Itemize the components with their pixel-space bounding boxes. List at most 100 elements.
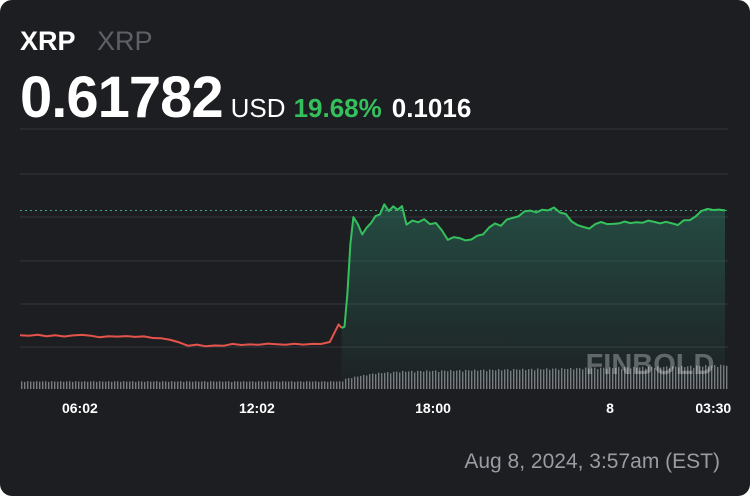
volume-bar bbox=[162, 381, 164, 389]
volume-bar bbox=[237, 381, 239, 389]
volume-bar bbox=[138, 381, 140, 389]
volume-bar bbox=[48, 381, 50, 389]
volume-bar bbox=[216, 381, 218, 389]
volume-bar bbox=[54, 381, 56, 389]
volume-bar bbox=[150, 381, 152, 389]
volume-bar bbox=[300, 381, 302, 389]
volume-bar bbox=[42, 381, 44, 389]
volume-bar bbox=[159, 381, 161, 389]
volume-bar bbox=[105, 381, 107, 389]
volume-bar bbox=[288, 381, 290, 389]
area-fill bbox=[341, 204, 725, 382]
volume-bar bbox=[87, 381, 89, 389]
volume-bar bbox=[270, 381, 272, 389]
volume-bar bbox=[39, 381, 41, 389]
volume-bar bbox=[204, 381, 206, 389]
volume-bar bbox=[198, 381, 200, 389]
volume-bar bbox=[273, 381, 275, 389]
volume-bar bbox=[222, 381, 224, 389]
volume-bar bbox=[57, 381, 59, 389]
volume-bar bbox=[312, 381, 314, 389]
volume-bar bbox=[78, 381, 80, 389]
volume-bar bbox=[132, 381, 134, 389]
volume-bar bbox=[276, 381, 278, 389]
volume-bar bbox=[36, 381, 38, 389]
volume-bar bbox=[291, 381, 293, 389]
volume-bar bbox=[318, 381, 320, 389]
volume-bar bbox=[285, 381, 287, 389]
volume-bar bbox=[33, 381, 35, 389]
x-tick-label: 8 bbox=[606, 400, 614, 416]
volume-bar bbox=[354, 376, 356, 389]
volume-bar bbox=[81, 381, 83, 389]
price-line-down bbox=[19, 323, 343, 348]
current-price: 0.61782 bbox=[20, 65, 224, 130]
symbol: XRP bbox=[20, 26, 76, 56]
volume-bar bbox=[246, 381, 248, 389]
volume-bar bbox=[30, 381, 32, 389]
volume-bar bbox=[195, 381, 197, 389]
volume-bar bbox=[267, 381, 269, 389]
volume-bar bbox=[90, 381, 92, 389]
volume-bar bbox=[240, 381, 242, 389]
volume-bar bbox=[303, 381, 305, 389]
volume-bar bbox=[75, 381, 77, 389]
volume-bar bbox=[231, 382, 233, 389]
volume-bar bbox=[156, 381, 158, 389]
volume-bar bbox=[192, 381, 194, 389]
volume-bar bbox=[258, 381, 260, 389]
volume-bar bbox=[228, 381, 230, 389]
volume-bar bbox=[306, 381, 308, 389]
timestamp: Aug 8, 2024, 3:57am (EST) bbox=[464, 450, 720, 473]
volume-bar bbox=[201, 381, 203, 389]
volume-bar bbox=[324, 381, 326, 389]
volume-bar bbox=[330, 381, 332, 389]
x-tick-label: 06:02 bbox=[62, 400, 98, 416]
volume-bar bbox=[252, 381, 254, 389]
volume-bar bbox=[108, 381, 110, 389]
volume-bar bbox=[264, 381, 266, 389]
volume-bar bbox=[60, 381, 62, 389]
price-chart[interactable]: FINBOLD 06:02 12:02 18:00 8 03:30 bbox=[0, 0, 750, 430]
volume-bar bbox=[129, 381, 131, 389]
x-tick-label: 12:02 bbox=[239, 400, 275, 416]
volume-bar bbox=[210, 381, 212, 389]
volume-bar bbox=[99, 381, 101, 389]
volume-bar bbox=[282, 381, 284, 389]
volume-bar bbox=[111, 381, 113, 389]
price-line-up bbox=[341, 203, 726, 329]
volume-bar bbox=[102, 381, 104, 389]
volume-bar bbox=[180, 381, 182, 389]
volume-bar bbox=[144, 381, 146, 389]
volume-bar bbox=[261, 381, 263, 389]
volume-bar bbox=[333, 381, 335, 389]
volume-bar bbox=[249, 381, 251, 389]
volume-bar bbox=[66, 381, 68, 389]
volume-bar bbox=[135, 381, 137, 389]
volume-bar bbox=[165, 381, 167, 389]
volume-bar bbox=[342, 381, 344, 389]
volume-bar bbox=[24, 381, 26, 389]
volume-bar bbox=[183, 381, 185, 389]
asset-name: XRP bbox=[97, 26, 153, 56]
volume-bar bbox=[123, 381, 125, 389]
volume-bar bbox=[357, 376, 359, 389]
volume-bar bbox=[309, 381, 311, 389]
change-value: 0.1016 bbox=[391, 93, 472, 123]
volume-bar bbox=[147, 381, 149, 389]
volume-bar bbox=[360, 375, 362, 389]
volume-bar bbox=[141, 381, 143, 389]
volume-bar bbox=[225, 381, 227, 389]
volume-bar bbox=[327, 381, 329, 389]
volume-bar bbox=[255, 381, 257, 389]
x-tick-label: 03:30 bbox=[695, 400, 731, 416]
volume-bar bbox=[84, 381, 86, 389]
volume-bar bbox=[45, 381, 47, 389]
volume-bar bbox=[348, 378, 350, 389]
volume-bar bbox=[114, 381, 116, 389]
volume-bar bbox=[726, 365, 728, 389]
volume-bar bbox=[72, 381, 74, 389]
price-row: 0.61782 USD 19.68% 0.1016 bbox=[20, 64, 471, 130]
volume-bar bbox=[27, 381, 29, 389]
